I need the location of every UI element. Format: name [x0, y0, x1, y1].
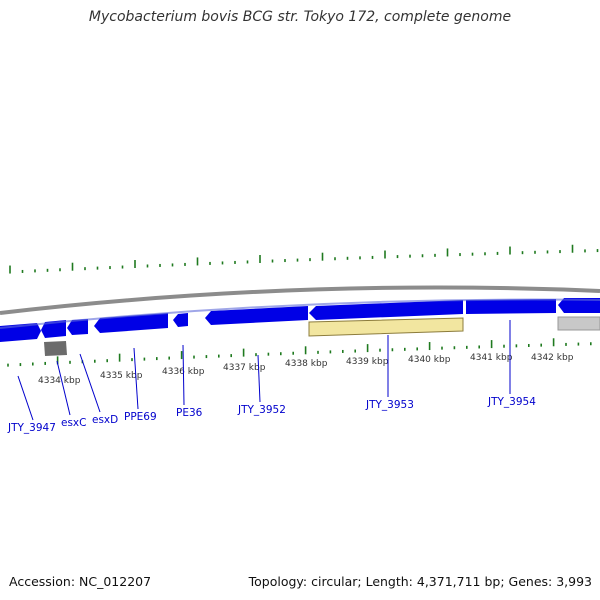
gene-arrow-jty3952[interactable]	[205, 306, 308, 325]
gene-label[interactable]: PE36	[176, 407, 203, 419]
feature-gray[interactable]	[44, 341, 67, 356]
gene-label[interactable]: JTY_3954	[487, 396, 536, 408]
gene-label[interactable]: esxC	[61, 417, 86, 429]
kbp-label: 4335 kbp	[100, 371, 143, 381]
accession-text: Accession: NC_012207	[9, 574, 152, 589]
gene-leader-line	[133, 347, 139, 410]
gene-leader-line	[17, 375, 34, 421]
feature-lightgray[interactable]	[557, 316, 600, 331]
gene-leader-line	[257, 354, 261, 403]
map-title: Mycobacterium bovis BCG str. Tokyo 172, …	[88, 9, 512, 25]
gene-label-leaders	[17, 320, 511, 421]
kbp-scale-labels: 4334 kbp 4335 kbp 4336 kbp 4337 kbp 4338 kbp…	[38, 353, 574, 386]
kbp-label: 4338 kbp	[285, 359, 328, 369]
genome-backbone	[0, 285, 600, 315]
kbp-label: 4342 kbp	[531, 353, 574, 363]
outer-tick-track	[9, 244, 599, 274]
gene-leader-line	[182, 344, 185, 406]
gene-label[interactable]: JTY_3953	[365, 399, 414, 411]
kbp-label: 4341 kbp	[470, 353, 513, 363]
gene-label[interactable]: JTY_3952	[237, 404, 286, 416]
kbp-label: 4340 kbp	[408, 355, 451, 365]
gene-label[interactable]: esxD	[92, 414, 118, 426]
feature-track	[44, 316, 600, 356]
gene-arrow-esxd[interactable]	[67, 319, 88, 335]
gene-arrow-pe36[interactable]	[173, 313, 188, 327]
inner-tick-track	[7, 338, 592, 367]
gene-arrow-jty3954[interactable]	[466, 299, 556, 314]
gene-arrow-esxc[interactable]	[41, 320, 66, 338]
gene-arrow[interactable]	[558, 298, 600, 313]
gene-labels: JTY_3947 esxC esxD PPE69 PE36 JTY_3952 JTY_395…	[7, 396, 536, 434]
kbp-label: 4339 kbp	[346, 357, 389, 367]
gene-leader-line	[56, 360, 71, 416]
feature-yellow[interactable]	[308, 317, 464, 337]
gene-label[interactable]: PPE69	[124, 411, 157, 423]
genome-summary-text: Topology: circular; Length: 4,371,711 bp…	[248, 574, 592, 589]
kbp-label: 4334 kbp	[38, 376, 81, 386]
gene-arrow-jty3953[interactable]	[309, 300, 463, 320]
kbp-label: 4337 kbp	[223, 363, 266, 373]
gene-leader-line	[79, 353, 101, 413]
gene-track	[0, 298, 600, 342]
gene-label[interactable]: JTY_3947	[7, 422, 56, 434]
